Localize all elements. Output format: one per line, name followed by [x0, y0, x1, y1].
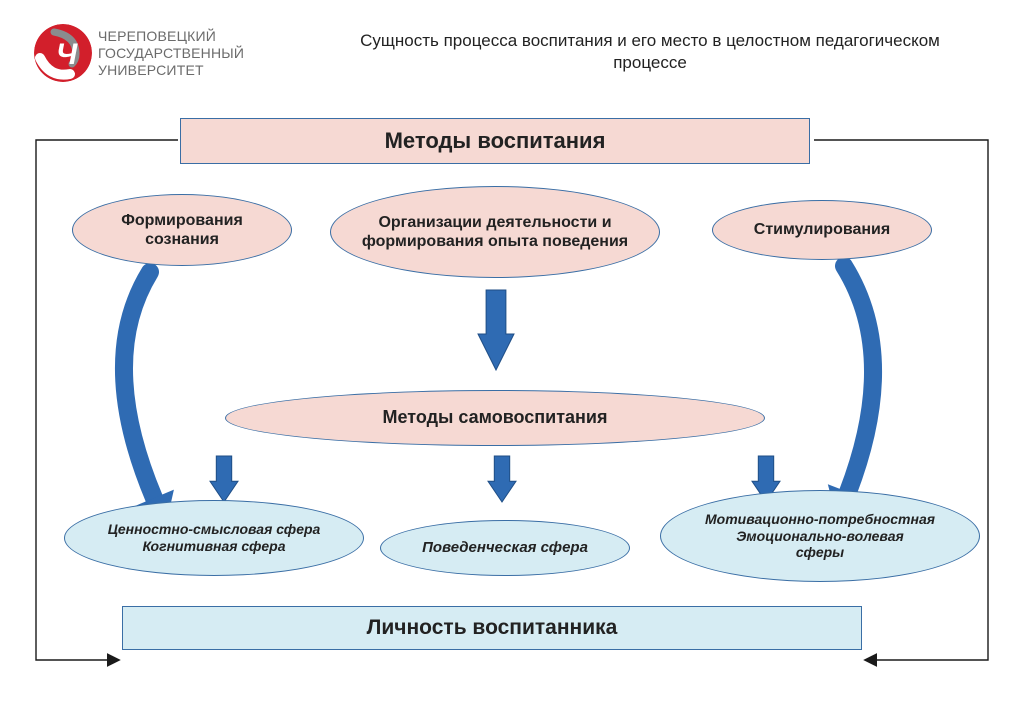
shape-label: Стимулирования: [754, 220, 890, 239]
top-c: Стимулирования: [712, 200, 932, 260]
logo-text: ЧЕРЕПОВЕЦКИЙ ГОСУДАРСТВЕННЫЙ УНИВЕРСИТЕТ: [98, 28, 244, 79]
bot-c: Мотивационно-потребностная Эмоционально-…: [660, 490, 980, 582]
slide-title: Сущность процесса воспитания и его место…: [330, 30, 970, 74]
bot-b: Поведенческая сфера: [380, 520, 630, 576]
box-self-methods: Методы самовоспитания: [225, 390, 765, 446]
shape-label: Организации деятельности и формирования …: [345, 213, 645, 251]
box-personality: Личность воспитанника: [122, 606, 862, 650]
curved-arrow-ca-left: [124, 272, 154, 498]
block-arrow-ba3: [488, 456, 516, 502]
shape-label: Методы самовоспитания: [382, 407, 607, 429]
curved-arrow-ca-right: [844, 266, 873, 492]
bot-a: Ценностно-смысловая сфера Когнитивная сф…: [64, 500, 364, 576]
shape-label: Методы воспитания: [385, 128, 606, 154]
logo-line2: ГОСУДАРСТВЕННЫЙ: [98, 45, 244, 62]
shape-label: Поведенческая сфера: [422, 539, 588, 557]
diagram-stage: Ч ЧЕРЕПОВЕЦКИЙ ГОСУДАРСТВЕННЫЙ УНИВЕРСИТ…: [0, 0, 1024, 708]
svg-text:Ч: Ч: [56, 38, 78, 71]
logo-line3: УНИВЕРСИТЕТ: [98, 62, 244, 79]
box-methods: Методы воспитания: [180, 118, 810, 164]
shape-label: Ценностно-смысловая сфера Когнитивная сф…: [108, 521, 321, 555]
connectors-layer: [0, 0, 1024, 708]
top-b: Организации деятельности и формирования …: [330, 186, 660, 278]
shape-label: Личность воспитанника: [367, 616, 618, 640]
top-a: Формирования сознания: [72, 194, 292, 266]
block-arrow-ba1: [478, 290, 514, 370]
university-logo: Ч ЧЕРЕПОВЕЦКИЙ ГОСУДАРСТВЕННЫЙ УНИВЕРСИТ…: [34, 24, 314, 84]
block-arrow-ba2: [210, 456, 238, 502]
shape-label: Мотивационно-потребностная Эмоционально-…: [705, 511, 935, 561]
logo-line1: ЧЕРЕПОВЕЦКИЙ: [98, 28, 244, 45]
shape-label: Формирования сознания: [87, 211, 277, 249]
logo-icon: Ч: [34, 24, 92, 82]
